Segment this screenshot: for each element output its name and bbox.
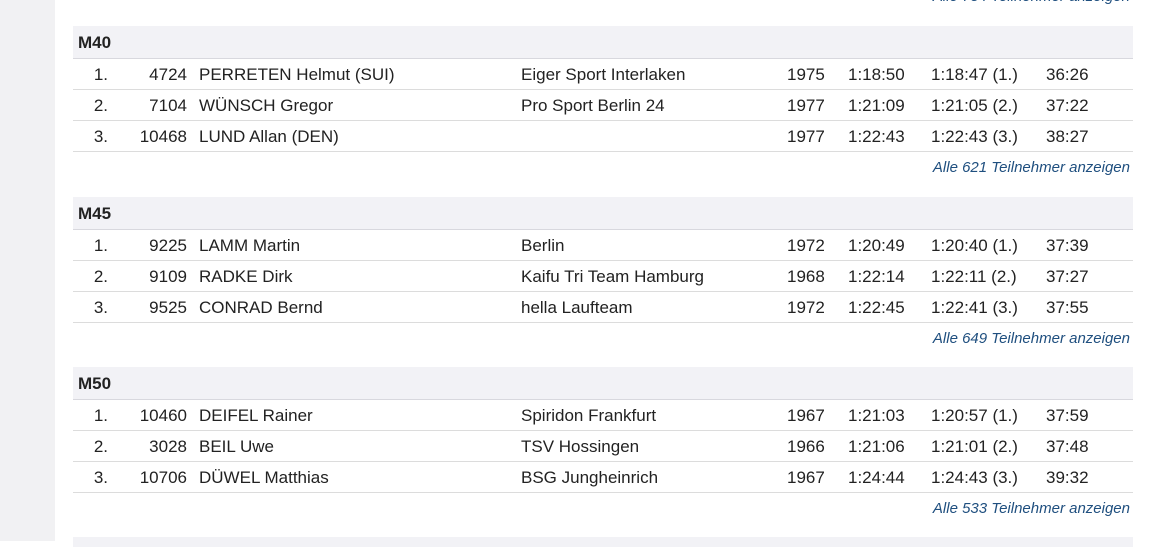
bib: 10468: [139, 127, 187, 146]
time: 1:22:14: [848, 267, 905, 286]
split: 37:39: [1046, 236, 1089, 255]
net-time: 1:24:43 (3.): [931, 468, 1018, 487]
rank: 1.: [93, 236, 108, 255]
time: 1:21:06: [848, 437, 905, 456]
time: 1:21:03: [848, 406, 905, 425]
split: 39:32: [1046, 468, 1089, 487]
bib: 9225: [149, 236, 187, 255]
time: 1:20:49: [848, 236, 905, 255]
name: LAMM Martin: [199, 236, 301, 255]
name: LUND Allan (DEN): [199, 127, 339, 146]
time: 1:21:09: [848, 96, 905, 115]
net-time: 1:20:57 (1.): [931, 406, 1018, 425]
section-title: M50: [78, 374, 112, 393]
year: 1967: [787, 406, 825, 425]
net-time: 1:22:11 (2.): [931, 267, 1017, 286]
split: 36:26: [1046, 65, 1089, 84]
time: 1:22:45: [848, 298, 905, 317]
name: PERRETEN Helmut (SUI): [199, 65, 395, 84]
row-divider: [73, 89, 1133, 90]
rank: 2.: [93, 267, 108, 286]
section-header: [73, 367, 1133, 400]
section-header: [73, 26, 1133, 59]
club: BSG Jungheinrich: [521, 468, 659, 487]
split: 38:27: [1046, 127, 1089, 146]
row-divider: [73, 151, 1133, 152]
show-all-link[interactable]: Alle 649 Teilnehmer anzeigen: [932, 330, 1130, 347]
year: 1977: [787, 96, 825, 115]
year: 1975: [787, 65, 825, 84]
year: 1968: [787, 267, 825, 286]
year: 1967: [787, 468, 825, 487]
show-all-link[interactable]: Alle 621 Teilnehmer anzeigen: [932, 159, 1130, 176]
section-header: [73, 197, 1133, 230]
club: Berlin: [521, 236, 565, 255]
row-divider: [73, 120, 1133, 121]
club: Kaifu Tri Team Hamburg: [521, 267, 704, 286]
row-divider: [73, 260, 1133, 261]
split: 37:59: [1046, 406, 1089, 425]
split: 37:55: [1046, 298, 1089, 317]
name: DÜWEL Matthias: [199, 468, 329, 487]
bib: 3028: [149, 437, 187, 456]
time: 1:18:50: [848, 65, 905, 84]
bib: 10706: [139, 468, 187, 487]
bib: 4724: [149, 65, 187, 84]
section-title: M45: [78, 204, 112, 223]
net-time: 1:21:01 (2.): [931, 437, 1018, 456]
rank: 1.: [93, 65, 108, 84]
year: 1977: [787, 127, 825, 146]
name: BEIL Uwe: [199, 437, 274, 456]
row-divider: [73, 322, 1133, 323]
rank: 3.: [93, 298, 108, 317]
rank: 1.: [93, 406, 108, 425]
rank: 2.: [93, 437, 108, 456]
name: CONRAD Bernd: [199, 298, 323, 317]
rank: 3.: [93, 127, 108, 146]
bib: 7104: [149, 96, 187, 115]
time: 1:24:44: [848, 468, 905, 487]
split: 37:22: [1046, 96, 1089, 115]
year: 1972: [787, 298, 825, 317]
rank: 2.: [93, 96, 108, 115]
club: Eiger Sport Interlaken: [521, 65, 686, 84]
year: 1966: [787, 437, 825, 456]
name: DEIFEL Rainer: [199, 406, 313, 425]
row-divider: [73, 291, 1133, 292]
split: 37:48: [1046, 437, 1089, 456]
bib: 9525: [149, 298, 187, 317]
net-time: 1:21:05 (2.): [931, 96, 1018, 115]
section-title: M40: [78, 33, 112, 52]
show-all-link[interactable]: Alle 533 Teilnehmer anzeigen: [932, 500, 1130, 517]
net-time: 1:22:43 (3.): [931, 127, 1018, 146]
time: 1:22:43: [848, 127, 905, 146]
name: WÜNSCH Gregor: [199, 96, 334, 115]
club: Pro Sport Berlin 24: [521, 96, 665, 115]
split: 37:27: [1046, 267, 1089, 286]
net-time: 1:18:47 (1.): [931, 65, 1018, 84]
club: Spiridon Frankfurt: [521, 406, 657, 425]
row-divider: [73, 492, 1133, 493]
bib: 10460: [139, 406, 187, 425]
club: TSV Hossingen: [521, 437, 640, 456]
show-all-link[interactable]: Alle 754 Teilnehmer anzeigen: [933, 0, 1130, 5]
year: 1972: [787, 236, 825, 255]
sidebar: [0, 0, 55, 541]
net-time: 1:20:40 (1.): [931, 236, 1018, 255]
bib: 9109: [149, 267, 187, 286]
name: RADKE Dirk: [199, 267, 293, 286]
row-divider: [73, 461, 1133, 462]
club: hella Laufteam: [521, 298, 633, 317]
net-time: 1:22:41 (3.): [931, 298, 1018, 317]
rank: 3.: [93, 468, 108, 487]
next-section-band: [73, 537, 1133, 547]
row-divider: [73, 430, 1133, 431]
